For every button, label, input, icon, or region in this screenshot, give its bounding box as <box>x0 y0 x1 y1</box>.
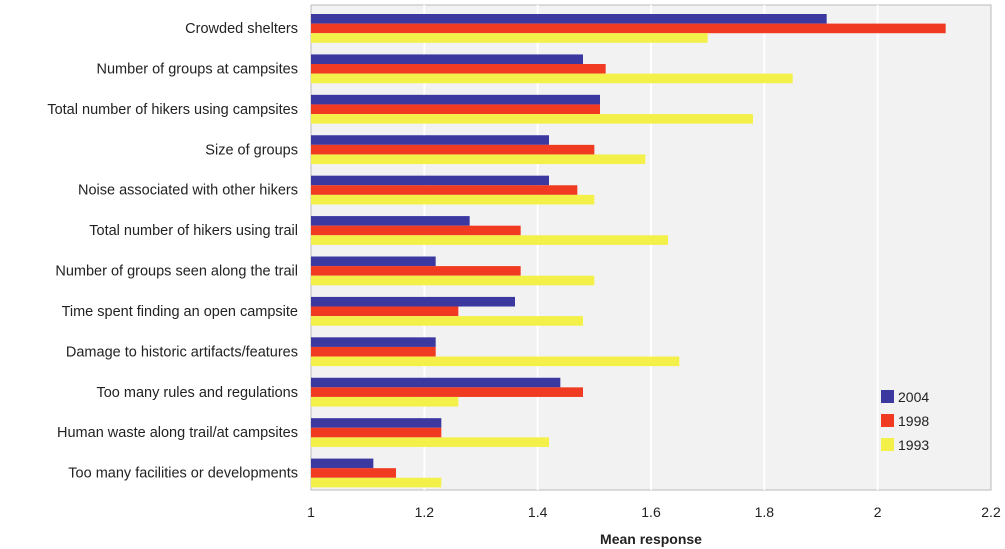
bar-1998 <box>311 266 521 276</box>
x-axis-title: Mean response <box>600 531 702 547</box>
bar-2004 <box>311 337 436 347</box>
x-tick-label: 1.6 <box>641 504 661 520</box>
bar-1993 <box>311 356 680 367</box>
bar-1993 <box>311 154 646 165</box>
bar-2004 <box>311 296 515 307</box>
bar-2004 <box>311 175 549 186</box>
bar-1993 <box>311 477 442 488</box>
legend-swatch-1998 <box>881 414 894 427</box>
bar-1993 <box>311 275 595 286</box>
bar-1998 <box>311 185 578 195</box>
x-tick-label: 1.8 <box>755 504 775 520</box>
bars-group <box>311 14 946 488</box>
category-label: Noise associated with other hikers <box>78 183 298 199</box>
bar-2004 <box>311 458 374 469</box>
bar-1998 <box>311 427 442 438</box>
legend-label: 1993 <box>898 437 929 453</box>
category-label: Damage to historic artifacts/features <box>66 344 298 360</box>
category-label: Crowded shelters <box>185 21 298 37</box>
category-label: Time spent finding an open campsite <box>62 304 298 320</box>
legend-swatch-1993 <box>881 438 894 451</box>
bar-1993 <box>311 114 753 124</box>
bar-2004 <box>311 377 561 388</box>
bar-2004 <box>311 216 470 226</box>
bar-1993 <box>311 194 595 205</box>
bar-1998 <box>311 64 606 74</box>
category-label: Number of groups seen along the trail <box>55 264 298 280</box>
category-label: Number of groups at campsites <box>97 61 298 77</box>
x-tick-label: 2 <box>874 504 882 520</box>
x-tick-label: 2.2 <box>981 504 1001 520</box>
bar-2004 <box>311 54 583 65</box>
legend-label: 1998 <box>898 413 929 429</box>
category-labels: Crowded shelters Number of groups at camp… <box>47 21 298 482</box>
bar-1998 <box>311 306 459 317</box>
x-tick-label: 1 <box>307 504 315 520</box>
category-label: Human waste along trail/at campsites <box>57 425 298 441</box>
grid-lines <box>423 5 879 490</box>
bar-1993 <box>311 437 549 447</box>
bar-2004 <box>311 135 549 145</box>
bar-2004 <box>311 94 600 105</box>
legend: 2004 1998 1993 <box>881 389 929 453</box>
x-tick-label: 1.2 <box>415 504 435 520</box>
category-label: Total number of hikers using campsites <box>47 102 298 118</box>
legend-swatch-2004 <box>881 390 894 403</box>
bar-1998 <box>311 387 583 397</box>
bar-1998 <box>311 104 600 115</box>
x-tick-label: 1.4 <box>528 504 548 520</box>
category-label: Size of groups <box>205 142 298 158</box>
category-label: Too many facilities or developments <box>68 466 298 482</box>
bar-2004 <box>311 14 827 24</box>
bar-1993 <box>311 396 459 407</box>
bar-1993 <box>311 316 583 326</box>
bar-2004 <box>311 418 442 428</box>
category-label: Too many rules and regulations <box>96 385 298 401</box>
bar-1998 <box>311 346 436 357</box>
bar-1998 <box>311 23 946 34</box>
bar-1998 <box>311 468 396 478</box>
bar-1998 <box>311 225 521 236</box>
legend-label: 2004 <box>898 389 929 405</box>
category-label: Total number of hikers using trail <box>89 223 298 239</box>
bar-1993 <box>311 235 668 245</box>
bar-1993 <box>311 73 793 84</box>
bar-1993 <box>311 33 708 43</box>
bar-2004 <box>311 256 436 267</box>
x-tick-labels: 1 1.2 1.4 1.6 1.8 2 2.2 <box>307 504 1001 520</box>
bar-1998 <box>311 144 595 155</box>
